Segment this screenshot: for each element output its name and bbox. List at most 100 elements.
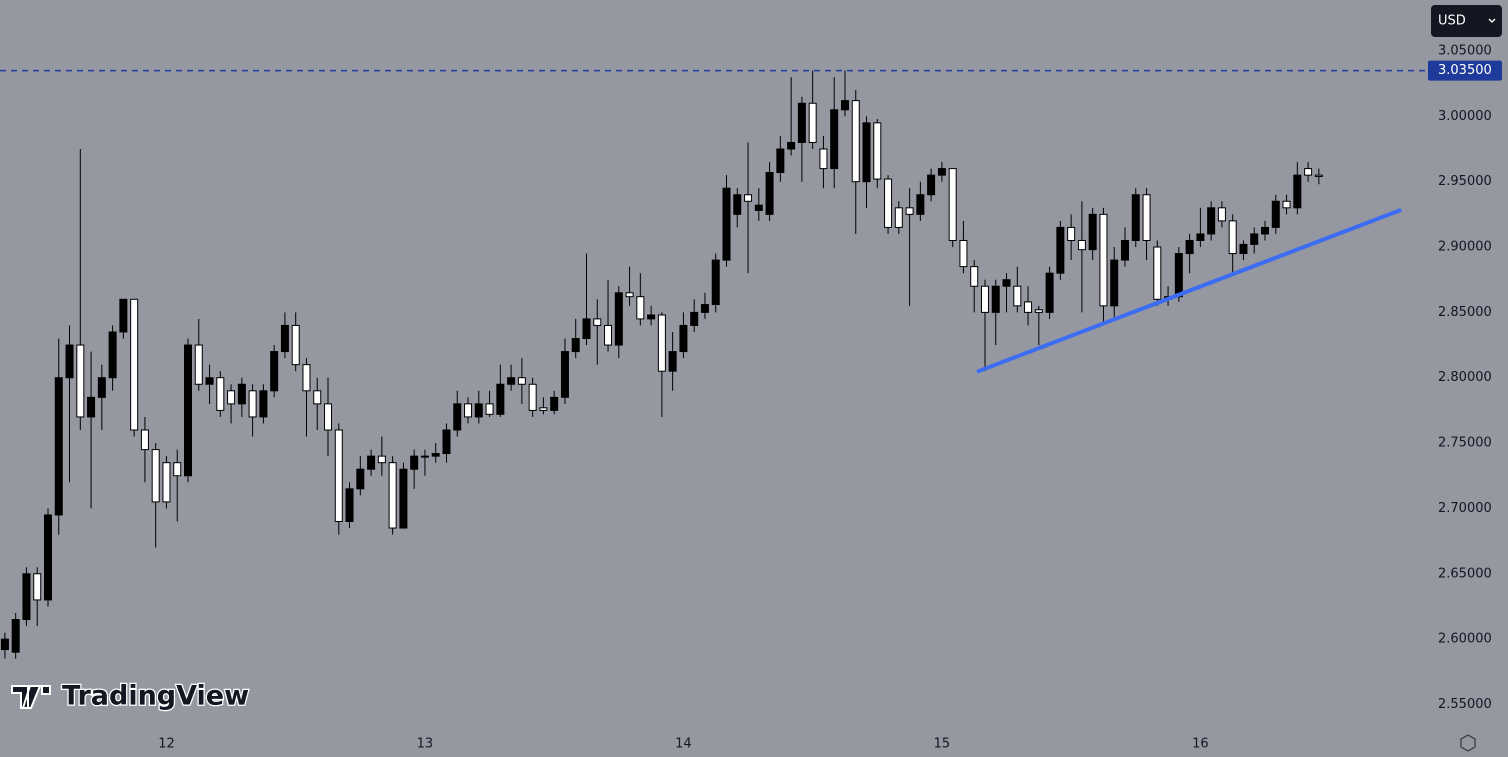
candle-body — [754, 204, 763, 211]
candle-body — [636, 296, 645, 320]
trendline — [976, 208, 1402, 374]
candle-body — [399, 468, 408, 529]
x-tick-label: 12 — [158, 737, 175, 752]
candle-body — [1024, 301, 1033, 313]
candle-body — [1045, 272, 1054, 313]
candle-body — [959, 239, 968, 268]
x-tick-label: 16 — [1192, 737, 1209, 752]
logo-text: TradingView — [62, 681, 249, 712]
candle-body — [237, 383, 246, 405]
candle-body — [733, 194, 742, 215]
candle-body — [485, 403, 494, 415]
candle-body — [377, 455, 386, 464]
candle-body — [765, 172, 774, 215]
candle-body — [1077, 239, 1086, 251]
candle-body — [1002, 279, 1011, 287]
settings-icon[interactable] — [1460, 734, 1476, 752]
candle-body — [474, 403, 483, 418]
candle-body — [1174, 253, 1183, 298]
logo-icon — [11, 685, 51, 709]
candle-body — [194, 344, 203, 385]
candle-body — [916, 194, 925, 215]
candle-body — [324, 403, 333, 431]
x-tick-label: 15 — [934, 737, 951, 752]
candle-body — [54, 377, 63, 516]
candle-body — [1228, 220, 1237, 255]
candle-body — [216, 377, 225, 411]
candle-body — [140, 429, 149, 451]
candle-body — [248, 390, 257, 418]
candle-body — [22, 573, 31, 621]
candle-body — [690, 311, 699, 326]
y-tick-label: 2.80000 — [1438, 370, 1492, 385]
candle-body — [980, 285, 989, 313]
candle-body — [582, 318, 591, 340]
candle-body — [604, 324, 613, 346]
candle-body — [614, 292, 623, 346]
candle-body — [905, 207, 914, 215]
candle-body — [345, 488, 354, 522]
candle-body — [76, 344, 85, 418]
candle-body — [1142, 194, 1151, 241]
candle-body — [1099, 213, 1108, 307]
y-tick-label: 2.85000 — [1438, 305, 1492, 320]
candle-body — [507, 377, 516, 385]
candle-body — [1185, 239, 1194, 255]
candle-body — [744, 194, 753, 202]
candle-body — [571, 338, 580, 353]
candle-body — [420, 455, 429, 458]
y-tick-label: 2.75000 — [1438, 436, 1492, 451]
candle-body — [43, 514, 52, 601]
candle-body — [183, 344, 192, 477]
candle-body — [227, 390, 236, 405]
candle-body — [1314, 174, 1323, 177]
dropdown-arrow[interactable] — [1488, 18, 1496, 23]
currency-select[interactable]: USD — [1431, 5, 1502, 37]
candle-body — [840, 100, 849, 111]
candle-body — [517, 377, 526, 385]
candle-body — [1088, 213, 1097, 251]
y-tick-label: 2.60000 — [1438, 632, 1492, 647]
candle-body — [787, 141, 796, 150]
candle-body — [1131, 194, 1140, 241]
currency-button[interactable] — [1431, 5, 1502, 37]
candle-body — [367, 455, 376, 470]
candle-body — [830, 109, 839, 170]
candle-body — [668, 351, 677, 372]
candle-body — [410, 455, 419, 470]
candle-body — [1110, 259, 1119, 307]
candle-body — [1261, 226, 1270, 235]
candle-body — [991, 285, 1000, 313]
candle-body — [1196, 233, 1205, 241]
price-label: 3.03500 — [1438, 63, 1492, 78]
candle-body — [1239, 243, 1248, 255]
candle-body — [776, 148, 785, 174]
candle-body — [647, 314, 656, 320]
currency-label[interactable]: USD — [1438, 14, 1466, 29]
candle-body — [625, 292, 634, 298]
candle-body — [1217, 207, 1226, 222]
x-tick-label: 14 — [675, 737, 692, 752]
candle-body — [0, 638, 9, 651]
candle-body — [1250, 233, 1259, 245]
candle-body — [334, 429, 343, 522]
candle-body — [808, 102, 817, 143]
price-label-box — [1428, 60, 1502, 81]
candle-body — [937, 168, 946, 176]
candle-body — [894, 207, 903, 228]
candle-body — [819, 148, 828, 170]
candle-body — [1120, 239, 1129, 261]
candle-body — [270, 351, 279, 392]
candle-body — [1271, 200, 1280, 228]
candle-body — [442, 429, 451, 455]
candle-body — [1293, 174, 1302, 209]
candle-body — [162, 462, 171, 503]
candle-body — [205, 377, 214, 385]
candle-body — [356, 468, 365, 490]
candle-body — [33, 573, 42, 601]
candle-body — [560, 351, 569, 398]
candle-body — [700, 304, 709, 313]
candle-body — [873, 122, 882, 180]
